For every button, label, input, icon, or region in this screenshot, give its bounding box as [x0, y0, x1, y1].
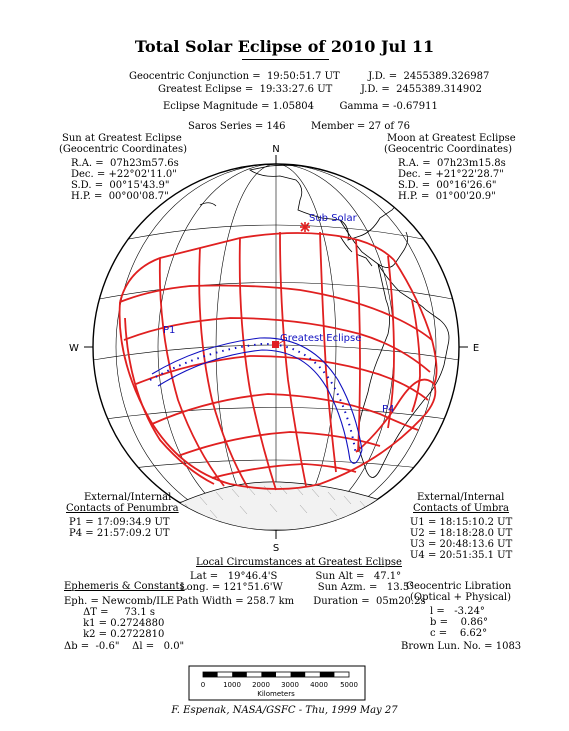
- p4-label: P4: [382, 404, 394, 415]
- ephemeris-heading: Ephemeris & Constants: [64, 581, 185, 592]
- greatest-eclipse-line: Greatest Eclipse = 19:33:27.6 UT J.D. = …: [158, 84, 482, 95]
- local-lat: Lat = 19°46.4'S Sun Alt = 47.1°: [190, 571, 402, 582]
- ephemeris-eph: Eph. = Newcomb/ILE: [64, 596, 175, 607]
- sub-solar-marker: [300, 222, 310, 232]
- scale-tick-1000: 1000: [223, 681, 241, 689]
- penumbra-p1: P1 = 17:09:34.9 UT: [69, 517, 170, 528]
- moon-dec: Dec. = +21°22'28.7": [398, 169, 504, 180]
- umbra-heading: External/Internal: [417, 492, 505, 503]
- ephemeris-delta: Δb = -0.6" Δl = 0.0": [64, 641, 185, 652]
- scale-tick-5000: 5000: [340, 681, 358, 689]
- umbra-u3: U3 = 20:48:13.6 UT: [410, 539, 513, 550]
- libration-b: b = 0.86°: [430, 617, 488, 628]
- moon-heading: Moon at Greatest Eclipse: [387, 133, 516, 144]
- local-long: Long. = 121°51.6'W Sun Azm. = 13.5°: [180, 582, 415, 593]
- east-label: E: [473, 343, 479, 354]
- umbra-u1: U1 = 18:15:10.2 UT: [410, 517, 513, 528]
- libration-heading: Geocentric Libration: [406, 581, 512, 592]
- scale-tick-2000: 2000: [252, 681, 270, 689]
- umbra-subheading: Contacts of Umbra: [413, 503, 509, 514]
- scale-tick-3000: 3000: [281, 681, 299, 689]
- local-width: Path Width = 258.7 km Duration = 05m20.2…: [176, 596, 426, 607]
- saros-line: Saros Series = 146 Member = 27 of 76: [188, 121, 410, 132]
- p1-label: P1: [163, 325, 175, 336]
- sun-dec: Dec. = +22°02'11.0": [71, 169, 177, 180]
- page-title: Total Solar Eclipse of 2010 Jul 11: [134, 37, 435, 56]
- credit-line: F. Espenak, NASA/GSFC - Thu, 1999 May 27: [171, 705, 398, 716]
- sub-solar-label: Sub Solar: [309, 213, 358, 224]
- moon-sd: S.D. = 00°16'26.6": [398, 180, 497, 191]
- compass-ticks: [84, 155, 468, 539]
- libration-subheading: (Optical + Physical): [410, 592, 512, 603]
- scale-tick-4000: 4000: [310, 681, 328, 689]
- ephemeris-dt: ΔT = 73.1 s: [64, 607, 155, 618]
- brown-lunation: Brown Lun. No. = 1083: [401, 641, 522, 652]
- greatest-eclipse-marker: [272, 339, 286, 348]
- sun-hp: H.P. = 00°00'08.7": [71, 191, 169, 202]
- scale-tick-0: 0: [201, 681, 205, 689]
- sun-ra: R.A. = 07h23m57.6s: [71, 158, 179, 169]
- magnitude-line: Eclipse Magnitude = 1.05804 Gamma = -0.6…: [163, 101, 438, 112]
- north-label: N: [272, 144, 279, 155]
- greatest-eclipse-label: Greatest Eclipse: [280, 333, 361, 344]
- ephemeris-k2: k2 = 0.2722810: [64, 629, 165, 640]
- ephemeris-k1: k1 = 0.2724880: [64, 618, 165, 629]
- conjunction-line: Geocentric Conjunction = 19:50:51.7 UT J…: [129, 71, 490, 82]
- moon-subheading: (Geocentric Coordinates): [384, 144, 513, 155]
- antarctica: [159, 481, 401, 530]
- libration-l: l = -3.24°: [430, 606, 485, 617]
- penumbra-p4: P4 = 21:57:09.2 UT: [69, 528, 170, 539]
- title-underline: [242, 59, 329, 60]
- sun-heading: Sun at Greatest Eclipse: [62, 133, 182, 144]
- scale-bar: [188, 665, 366, 701]
- south-label: S: [273, 543, 279, 554]
- moon-hp: H.P. = 01°00'20.9": [398, 191, 496, 202]
- penumbra-curves: [118, 231, 438, 491]
- libration-c: c = 6.62°: [430, 628, 488, 639]
- west-label: W: [69, 343, 79, 354]
- penumbra-subheading: Contacts of Penumbra: [66, 503, 179, 514]
- umbra-u2: U2 = 18:18:28.0 UT: [410, 528, 513, 539]
- sun-sd: S.D. = 00°15'43.9": [71, 180, 170, 191]
- moon-ra: R.A. = 07h23m15.8s: [398, 158, 506, 169]
- local-heading: Local Circumstances at Greatest Eclipse: [196, 557, 402, 568]
- scale-unit: Kilometers: [257, 690, 295, 698]
- umbra-path: [149, 337, 363, 464]
- sun-subheading: (Geocentric Coordinates): [59, 144, 188, 155]
- umbra-u4: U4 = 20:51:35.1 UT: [410, 550, 513, 561]
- penumbra-heading: External/Internal: [84, 492, 172, 503]
